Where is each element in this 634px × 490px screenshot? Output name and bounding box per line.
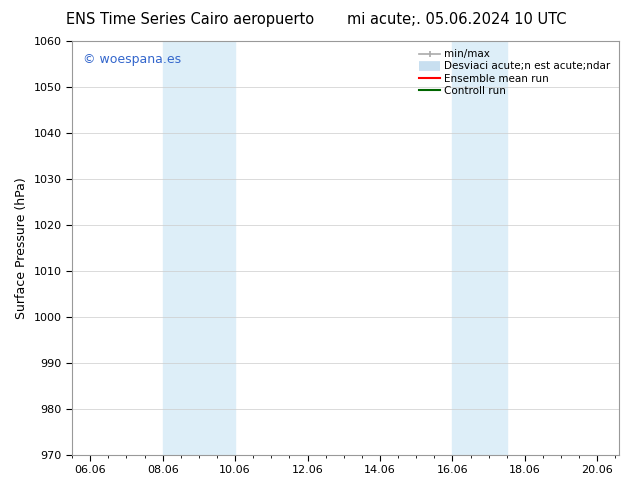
- Legend: min/max, Desviaci acute;n est acute;ndar, Ensemble mean run, Controll run: min/max, Desviaci acute;n est acute;ndar…: [417, 46, 614, 99]
- Text: © woespana.es: © woespana.es: [83, 53, 181, 67]
- Bar: [453, 41, 507, 455]
- Y-axis label: Surface Pressure (hPa): Surface Pressure (hPa): [15, 177, 28, 318]
- Text: mi acute;. 05.06.2024 10 UTC: mi acute;. 05.06.2024 10 UTC: [347, 12, 566, 27]
- Text: ENS Time Series Cairo aeropuerto: ENS Time Series Cairo aeropuerto: [66, 12, 314, 27]
- Bar: [163, 41, 235, 455]
